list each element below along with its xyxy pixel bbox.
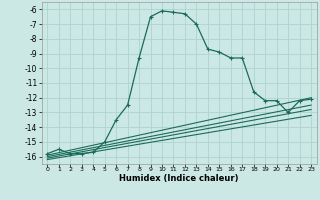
X-axis label: Humidex (Indice chaleur): Humidex (Indice chaleur): [119, 174, 239, 183]
